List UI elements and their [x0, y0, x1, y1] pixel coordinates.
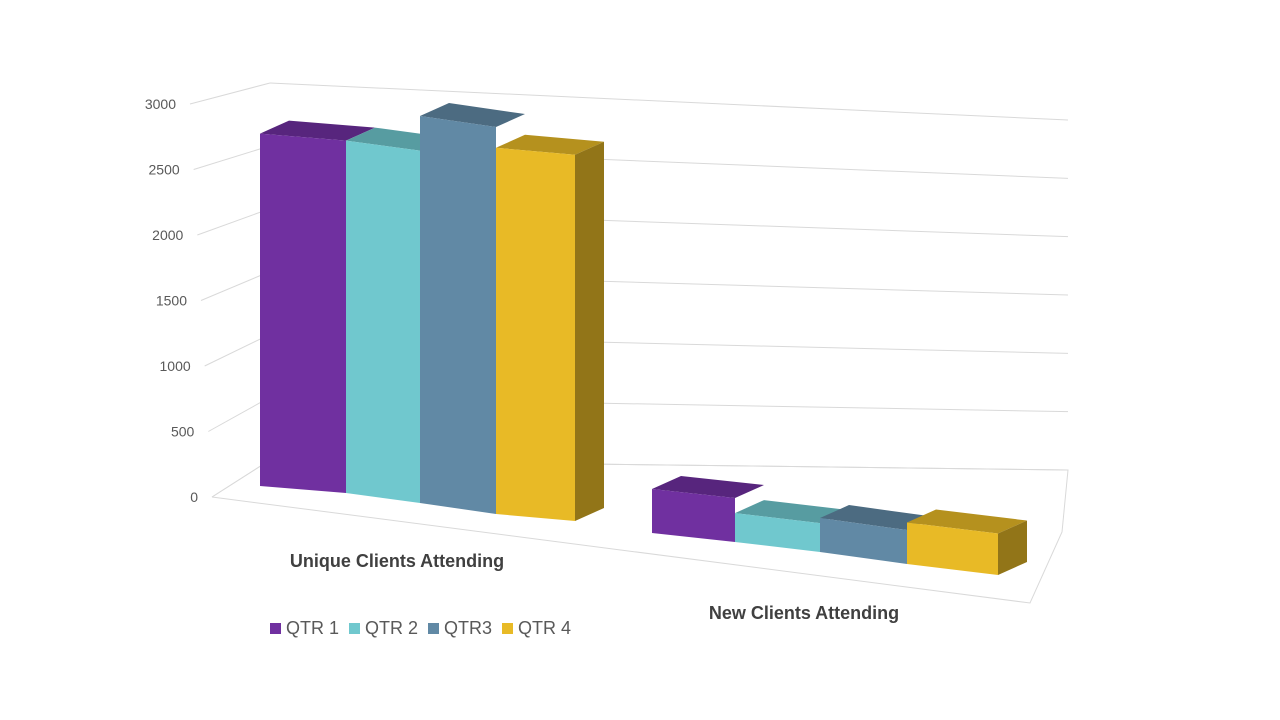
category-labels: Unique Clients Attending New Clients Atte… — [290, 551, 899, 623]
legend-swatch — [428, 623, 440, 634]
bar-top — [907, 509, 1027, 534]
bar-qtr1-0 — [260, 120, 375, 493]
bar-front — [907, 522, 998, 575]
bar-top — [420, 103, 525, 128]
y-tick-label: 1500 — [156, 293, 187, 309]
bar-side — [998, 520, 1027, 575]
legend-label: QTR 2 — [365, 618, 419, 638]
gridline — [269, 82, 1069, 121]
bar-front — [652, 489, 735, 542]
bar-front — [346, 140, 420, 503]
y-tick-label: 3000 — [145, 96, 176, 112]
bar-front — [420, 116, 496, 514]
bar-top — [496, 134, 604, 155]
bar-qtr1-1 — [652, 476, 764, 542]
category-label: New Clients Attending — [709, 603, 899, 623]
side-gridline — [197, 208, 271, 236]
bar-qtr4-1 — [907, 509, 1027, 575]
legend-label: QTR 1 — [286, 618, 340, 638]
side-gridline — [193, 145, 271, 170]
side-gridline — [189, 82, 271, 105]
bar-front — [260, 133, 346, 493]
y-tick-label: 2000 — [152, 227, 183, 243]
bar-front — [496, 147, 575, 521]
legend-item: QTR 2 — [349, 618, 418, 639]
legend-swatch — [349, 623, 361, 634]
legend-label: QTR3 — [444, 618, 493, 638]
bar-front — [820, 518, 907, 564]
legend-swatch — [270, 623, 281, 634]
y-tick-label: 500 — [171, 424, 195, 440]
bar-side — [575, 141, 604, 521]
category-label: Unique Clients Attending — [290, 551, 504, 571]
bar-top — [652, 476, 764, 499]
bar-top — [260, 120, 375, 141]
bar-top — [735, 500, 849, 524]
bar-front — [735, 513, 820, 552]
legend-item: QTR 1 — [270, 618, 339, 639]
y-tick-label: 2500 — [149, 162, 180, 178]
legend-swatch — [502, 623, 514, 634]
bars — [260, 103, 1027, 575]
legend-label: QTR 4 — [518, 618, 572, 638]
side-gridline — [200, 271, 271, 301]
y-tick-label: 1000 — [160, 358, 191, 374]
side-gridline — [208, 396, 271, 432]
y-tick-label: 0 — [190, 489, 198, 505]
bar-qtr2-1 — [735, 500, 849, 552]
y-axis-ticks: 0 500 1000 1500 2000 2500 3000 — [145, 96, 198, 505]
legend-item: QTR3 — [428, 618, 492, 639]
legend-item: QTR 4 — [502, 618, 571, 639]
bar-qtr3-0 — [420, 103, 525, 514]
legend: QTR 1 QTR 2 QTR3 QTR 4 — [270, 618, 571, 639]
bar-qtr4-0 — [496, 134, 604, 521]
side-gridline — [204, 333, 271, 367]
